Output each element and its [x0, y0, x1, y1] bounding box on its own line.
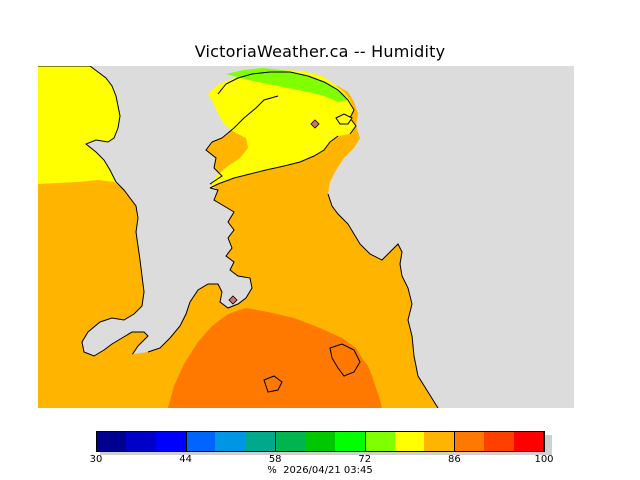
colorbar-tick-label: 72	[358, 454, 372, 465]
station-marker-victoria	[228, 295, 238, 305]
humidity-colorbar	[96, 431, 544, 451]
colorbar-tick	[96, 431, 97, 451]
colorbar-tick-label: 86	[448, 454, 461, 465]
colorbar-swatch	[305, 431, 335, 451]
humidity-map	[38, 66, 574, 408]
colorbar-tick	[543, 431, 544, 451]
mainland-coastline	[209, 135, 439, 408]
colorbar-tick-label: 44	[179, 454, 192, 465]
station-marker-north	[310, 119, 320, 129]
colorbar-tick	[185, 431, 187, 451]
colorbar-swatch	[514, 431, 544, 451]
timestamp: 2026/04/21 03:45	[283, 465, 373, 476]
colorbar-swatch	[215, 431, 246, 451]
colorbar-tick	[454, 431, 456, 451]
colorbar-swatch	[454, 431, 485, 451]
colorbar-tick-label: 58	[268, 454, 282, 465]
island-small-3	[263, 375, 283, 393]
map-title: VictoriaWeather.ca -- Humidity	[194, 42, 446, 61]
colorbar-swatch	[334, 431, 365, 451]
island-small-2	[329, 343, 361, 377]
peninsula-coastline	[147, 95, 279, 353]
colorbar-tick	[364, 431, 366, 451]
island-small-1	[335, 113, 353, 125]
colorbar-swatch	[155, 431, 186, 451]
colorbar-swatch	[394, 431, 425, 451]
colorbar-swatch	[364, 431, 395, 451]
mainland-north	[208, 68, 357, 188]
map-footer: % 2026/04/21 03:45	[0, 465, 640, 476]
colorbar-tick-label: 30	[89, 454, 103, 465]
vancouver-island	[38, 66, 149, 408]
colorbar-frame	[96, 431, 545, 452]
colorbar-tick-label: 100	[534, 454, 554, 465]
colorbar-tick	[275, 431, 277, 451]
colorbar-swatch	[424, 431, 455, 451]
colorbar-swatch	[96, 431, 126, 451]
colorbar-swatch	[275, 431, 306, 451]
saanich-peninsula	[108, 84, 438, 408]
colorbar-swatch	[245, 431, 276, 451]
colorbar-swatch	[484, 431, 515, 451]
unit-label: %	[267, 465, 277, 476]
colorbar-swatch	[185, 431, 216, 451]
colorbar-swatch	[125, 431, 156, 451]
